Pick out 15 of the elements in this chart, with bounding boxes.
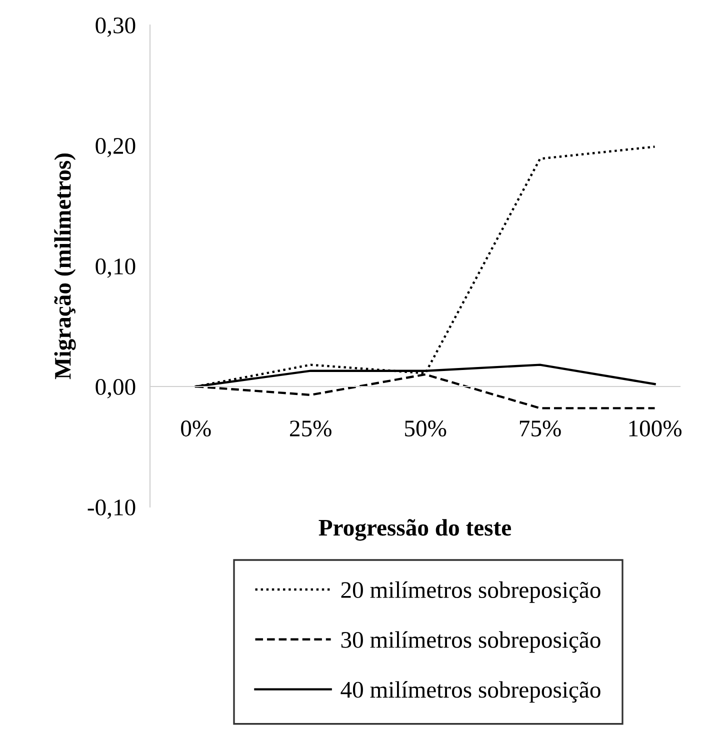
x-axis-title: Progressão do teste [318, 519, 512, 541]
y-tick-label: 0,20 [96, 138, 136, 158]
x-tick-label: 75% [520, 420, 561, 437]
x-tick-label: 50% [405, 420, 446, 437]
x-tick-label: 0% [181, 420, 211, 437]
y-tick-label: -0,10 [88, 499, 136, 519]
x-tick-label: 100% [629, 420, 682, 437]
y-tick-label: 0,00 [96, 378, 136, 398]
y-axis-title: Migração (milímetros) [54, 154, 76, 380]
legend-label: 30 milímetros sobreposição [341, 631, 600, 653]
legend-label: 40 milímetros sobreposição [340, 681, 600, 703]
y-tick-label: 0,10 [96, 258, 136, 278]
y-tick-label: 0,30 [96, 17, 136, 37]
x-tick-label: 25% [290, 420, 332, 437]
legend-label: 20 milímetros sobreposição [341, 581, 600, 603]
